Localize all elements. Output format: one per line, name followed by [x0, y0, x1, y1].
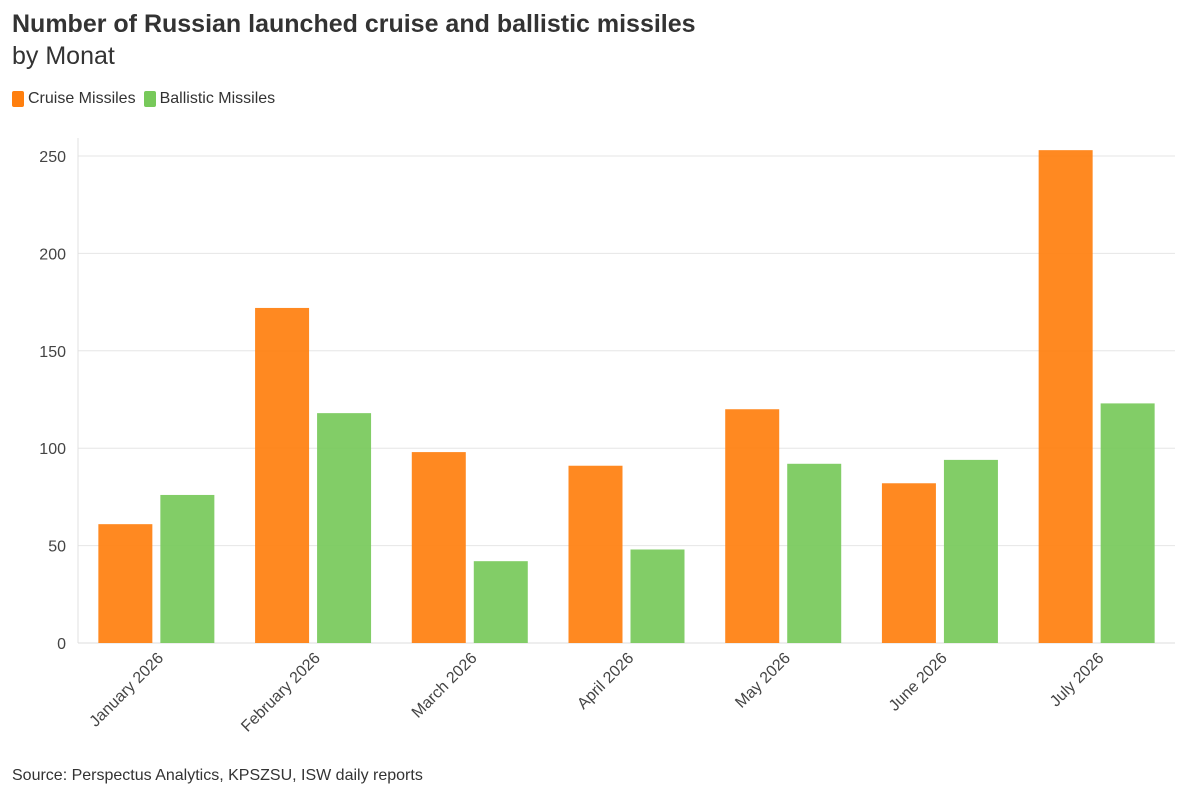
bar-cruise-may-2026[interactable]: [725, 409, 780, 643]
legend: Cruise Missiles Ballistic Missiles: [12, 90, 283, 108]
y-tick-label-200: 200: [39, 246, 66, 263]
bar-cruise-march-2026[interactable]: [411, 452, 466, 643]
x-tick-label-july-2026: July 2026: [1047, 650, 1108, 711]
bar-ballistic-february-2026[interactable]: [317, 413, 372, 643]
bar-ballistic-april-2026[interactable]: [630, 549, 685, 643]
bar-ballistic-july-2026[interactable]: [1100, 403, 1155, 643]
y-tick-label-150: 150: [39, 344, 66, 361]
legend-label-cruise: Cruise Missiles: [28, 90, 136, 107]
bar-ballistic-january-2026[interactable]: [160, 494, 215, 643]
legend-item-ballistic[interactable]: Ballistic Missiles: [143, 90, 276, 108]
bar-ballistic-march-2026[interactable]: [473, 561, 528, 643]
bar-cruise-april-2026[interactable]: [568, 465, 623, 643]
x-tick-label-march-2026: March 2026: [409, 650, 481, 722]
bar-cruise-february-2026[interactable]: [255, 307, 310, 643]
x-tick-label-june-2026: June 2026: [886, 650, 951, 715]
bar-cruise-june-2026[interactable]: [881, 483, 936, 643]
y-tick-label-0: 0: [57, 636, 66, 653]
chart-title: Number of Russian launched cruise and ba…: [12, 10, 696, 38]
source-note: Source: Perspectus Analytics, KPSZSU, IS…: [12, 767, 423, 784]
x-tick-label-february-2026: February 2026: [238, 650, 324, 736]
legend-item-cruise[interactable]: Cruise Missiles: [12, 90, 136, 108]
bar-cruise-july-2026[interactable]: [1038, 150, 1093, 643]
y-tick-label-250: 250: [39, 149, 66, 166]
legend-swatch-cruise: [12, 91, 24, 107]
bar-ballistic-may-2026[interactable]: [787, 463, 842, 643]
y-tick-label-50: 50: [48, 539, 66, 556]
legend-swatch-ballistic: [143, 91, 156, 107]
y-tick-label-100: 100: [39, 441, 66, 458]
bar-cruise-january-2026[interactable]: [98, 524, 153, 643]
x-tick-label-january-2026: January 2026: [87, 650, 168, 731]
legend-label-ballistic: Ballistic Missiles: [159, 90, 276, 107]
bar-ballistic-june-2026[interactable]: [943, 459, 998, 643]
x-tick-label-may-2026: May 2026: [732, 650, 794, 712]
x-tick-label-april-2026: April 2026: [574, 650, 637, 713]
chart-subtitle: by Monat: [12, 42, 115, 70]
